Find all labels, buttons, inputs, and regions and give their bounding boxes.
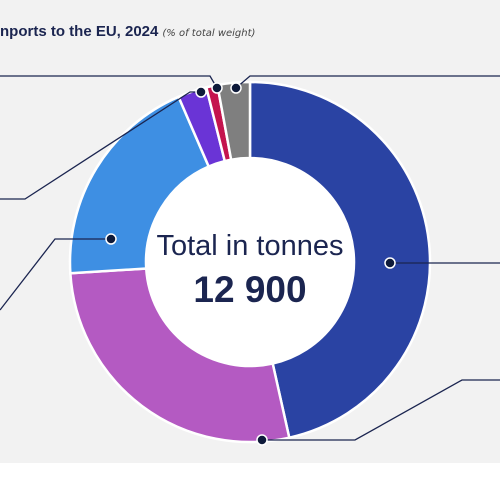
- leader-dot-6: [230, 82, 242, 94]
- center-total-value: 12 900: [193, 269, 306, 310]
- donut-slice-2: [69, 267, 291, 444]
- leader-dot-2: [256, 434, 268, 446]
- donut-chart: Total in tonnes 12 900: [0, 75, 500, 446]
- leader-line-5: [0, 75, 218, 89]
- leader-line-3: [0, 238, 111, 311]
- leader-dot-4: [195, 86, 207, 98]
- leader-lines: [0, 75, 500, 446]
- donut-slice-6: [215, 80, 252, 162]
- leader-line-2: [262, 379, 500, 441]
- chart-subtitle: (% of total weight): [162, 28, 256, 39]
- leader-dot-3: [105, 233, 117, 245]
- donut-hole: [147, 159, 353, 365]
- center-total-label: Total in tonnes: [156, 230, 343, 262]
- donut-slice-1: [248, 80, 432, 440]
- donut-slices: [68, 80, 432, 444]
- leader-line-6: [235, 75, 500, 89]
- leader-dot-1: [384, 257, 396, 269]
- donut-slice-3: [68, 95, 211, 275]
- leader-dot-5: [211, 82, 223, 94]
- chart-title: nports to the EU, 2024 (% of total weight…: [0, 20, 255, 44]
- chart-title-main: nports to the EU, 2024: [0, 23, 159, 40]
